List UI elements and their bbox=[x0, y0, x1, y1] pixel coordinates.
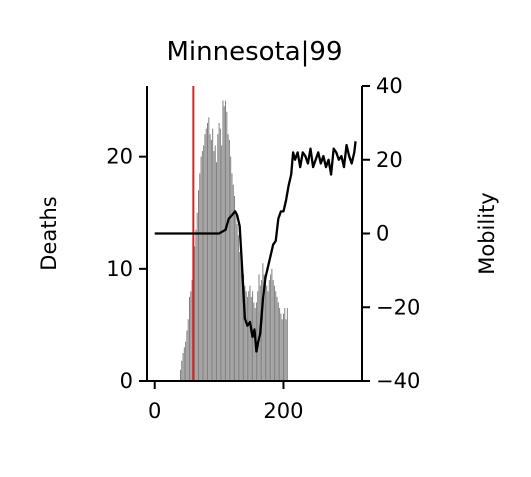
death-bar bbox=[280, 313, 282, 381]
death-bar bbox=[212, 128, 214, 381]
death-bar bbox=[186, 330, 188, 381]
death-bar bbox=[205, 128, 207, 381]
death-bar bbox=[213, 151, 215, 381]
death-bar bbox=[218, 123, 220, 382]
death-bar bbox=[196, 212, 198, 381]
death-bar bbox=[239, 252, 241, 381]
death-bar bbox=[226, 111, 228, 382]
death-bar bbox=[225, 100, 227, 381]
death-bar bbox=[263, 274, 265, 381]
death-bar bbox=[217, 134, 219, 381]
death-bar bbox=[245, 291, 247, 381]
death-bar bbox=[181, 360, 183, 381]
death-bar bbox=[232, 184, 234, 381]
death-bar bbox=[277, 302, 279, 381]
y2-tick-label: 40 bbox=[376, 74, 403, 98]
death-bar bbox=[281, 319, 283, 381]
death-bar bbox=[267, 291, 269, 381]
death-bar bbox=[199, 173, 201, 381]
x-tick-label: 0 bbox=[148, 399, 161, 423]
death-bar bbox=[284, 308, 286, 381]
death-bar bbox=[200, 156, 202, 381]
death-bar bbox=[183, 347, 185, 381]
death-bar bbox=[248, 291, 250, 381]
death-bar bbox=[228, 139, 230, 381]
death-bar bbox=[216, 162, 218, 381]
death-bar bbox=[190, 291, 192, 381]
death-bar bbox=[235, 212, 237, 381]
death-bar bbox=[230, 156, 232, 381]
death-bar bbox=[234, 195, 236, 381]
y2-tick-label: 0 bbox=[376, 222, 389, 246]
death-bar bbox=[201, 151, 203, 381]
death-bar bbox=[243, 274, 245, 381]
death-bar bbox=[179, 369, 181, 381]
death-bar bbox=[273, 285, 275, 381]
death-bar bbox=[253, 302, 255, 381]
death-bar bbox=[182, 352, 184, 381]
death-bar bbox=[194, 246, 196, 381]
death-bar bbox=[246, 296, 248, 381]
death-bar bbox=[237, 235, 239, 381]
y-axis-label: Deaths bbox=[37, 196, 61, 270]
y2-tick-label: −40 bbox=[376, 369, 420, 393]
death-bar bbox=[271, 268, 273, 381]
death-bar bbox=[266, 285, 268, 381]
death-bar bbox=[241, 263, 243, 381]
death-bar bbox=[214, 145, 216, 381]
death-bar bbox=[270, 274, 272, 381]
death-bar bbox=[282, 313, 284, 381]
death-bar bbox=[275, 291, 277, 381]
death-bar bbox=[249, 285, 251, 381]
death-bar bbox=[209, 134, 211, 381]
death-bar bbox=[240, 257, 242, 381]
death-bar bbox=[272, 280, 274, 381]
death-bar bbox=[203, 145, 205, 381]
death-bar bbox=[257, 291, 259, 381]
chart-title: Minnesota|99 bbox=[166, 37, 342, 67]
death-bar bbox=[221, 145, 223, 381]
death-bar bbox=[285, 319, 287, 381]
death-bar bbox=[219, 128, 221, 381]
y2-tick-label: 20 bbox=[376, 148, 403, 172]
death-bar bbox=[236, 223, 238, 381]
y2-tick-label: −20 bbox=[376, 295, 420, 319]
death-bar bbox=[258, 274, 260, 381]
death-bar bbox=[276, 296, 278, 381]
death-bar bbox=[222, 100, 224, 381]
death-bar bbox=[279, 308, 281, 381]
x-tick-label: 200 bbox=[263, 399, 303, 423]
death-bar bbox=[286, 308, 288, 381]
death-bar bbox=[250, 296, 252, 381]
death-bar bbox=[223, 106, 225, 381]
death-bar bbox=[195, 229, 197, 381]
death-bar bbox=[231, 173, 233, 381]
y-tick-label: 20 bbox=[106, 145, 133, 169]
mobility-line bbox=[154, 141, 357, 353]
deaths-bars bbox=[179, 100, 288, 382]
death-bar bbox=[268, 280, 270, 381]
death-bar bbox=[244, 285, 246, 381]
death-bar bbox=[198, 190, 199, 381]
death-bar bbox=[264, 280, 266, 381]
y-tick-label: 0 bbox=[120, 369, 133, 393]
death-bar bbox=[227, 134, 229, 381]
death-bar bbox=[204, 134, 206, 381]
death-bar bbox=[185, 341, 187, 381]
death-bar bbox=[188, 296, 190, 381]
y2-axis-label: Mobility bbox=[475, 192, 499, 274]
y-tick-label: 10 bbox=[106, 257, 133, 281]
death-bar bbox=[262, 263, 264, 381]
death-bar bbox=[208, 117, 210, 381]
death-bar bbox=[191, 280, 193, 381]
death-bar bbox=[207, 123, 209, 382]
axes: 0 10 20 −40 −20 0 20 40 0 200 bbox=[106, 74, 420, 423]
death-bar bbox=[210, 139, 212, 381]
death-bar bbox=[187, 319, 189, 381]
